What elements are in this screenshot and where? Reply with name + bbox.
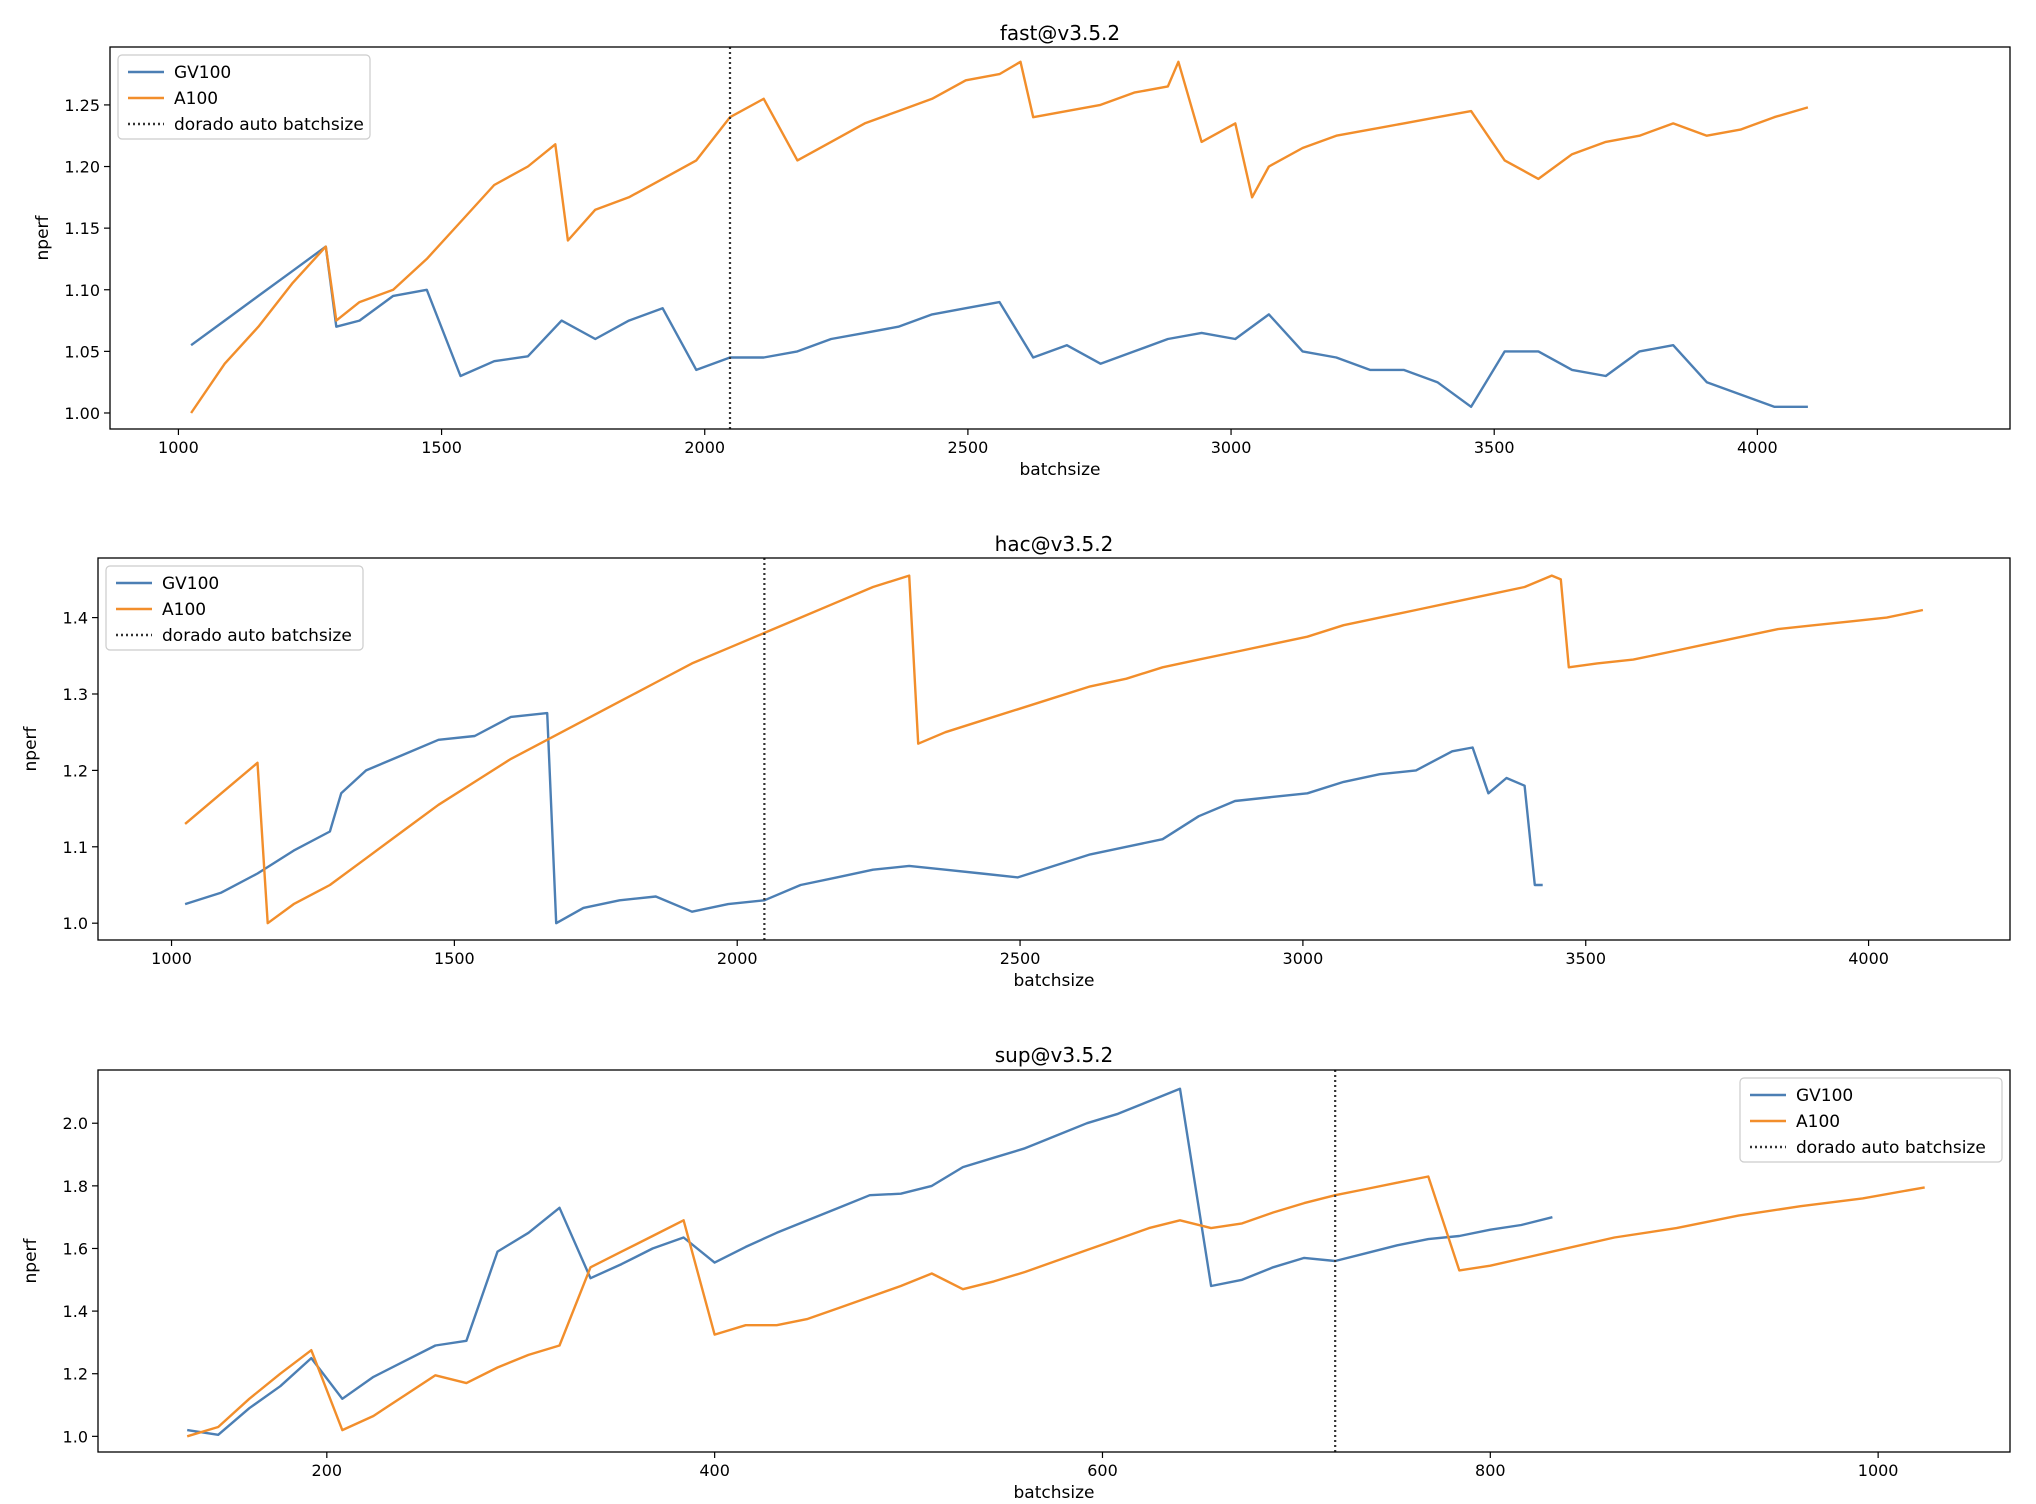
y-tick-label: 1.2 bbox=[63, 761, 88, 780]
legend-label: GV100 bbox=[162, 574, 219, 594]
x-tick-label: 1500 bbox=[421, 438, 462, 457]
x-tick-label: 1000 bbox=[158, 438, 199, 457]
y-axis-label: nperf bbox=[33, 214, 53, 260]
series-line-gv100 bbox=[184, 711, 1543, 925]
legend: GV100 A100 dorado auto batchsize bbox=[1739, 1077, 2003, 1163]
series-line-a100 bbox=[190, 60, 1809, 414]
plot-frame bbox=[97, 557, 2011, 941]
chart-panel-0: fast@v3.5.2 1000 1500 2000 2500 3000 3500 4000 1… bbox=[33, 21, 2011, 480]
legend-box bbox=[1739, 1077, 2003, 1163]
x-tick-label: 3000 bbox=[1283, 949, 1324, 968]
x-axis-label: batchsize bbox=[1020, 460, 1101, 480]
chart-panel-2: sup@v3.5.2 200 400 600 800 1000 1.0 1.2 1.4 1.6 1.… bbox=[21, 1043, 2011, 1503]
x-tick-label: 2500 bbox=[1000, 949, 1041, 968]
y-tick-label: 1.15 bbox=[64, 219, 100, 238]
legend-label: A100 bbox=[162, 600, 206, 620]
x-tick-label: 400 bbox=[699, 1461, 730, 1480]
y-tick-label: 1.3 bbox=[63, 685, 88, 704]
legend-label: dorado auto batchsize bbox=[174, 115, 364, 135]
legend-label: GV100 bbox=[1796, 1086, 1853, 1106]
y-axis-label: nperf bbox=[21, 1237, 41, 1283]
y-tick-label: 1.2 bbox=[63, 1365, 88, 1384]
chart-title: sup@v3.5.2 bbox=[995, 1043, 1114, 1067]
y-tick-label: 1.4 bbox=[63, 1302, 88, 1321]
y-tick-label: 1.6 bbox=[63, 1239, 88, 1258]
y-axis-label: nperf bbox=[21, 725, 41, 771]
x-tick-label: 2000 bbox=[684, 438, 725, 457]
legend-label: A100 bbox=[174, 89, 218, 109]
legend-label: dorado auto batchsize bbox=[162, 626, 352, 646]
legend-box bbox=[105, 565, 364, 651]
y-tick-label: 1.20 bbox=[64, 158, 100, 177]
legend-label: A100 bbox=[1796, 1112, 1840, 1132]
chart-title: fast@v3.5.2 bbox=[1000, 21, 1120, 45]
legend-box bbox=[117, 54, 371, 140]
plot-frame bbox=[109, 46, 2011, 430]
y-tick-label: 1.8 bbox=[63, 1177, 88, 1196]
y-tick-label: 1.05 bbox=[64, 342, 100, 361]
series-line-a100 bbox=[186, 1175, 1925, 1438]
legend-label: GV100 bbox=[174, 63, 231, 83]
legend: GV100 A100 dorado auto batchsize bbox=[105, 565, 364, 651]
x-axis-label: batchsize bbox=[1014, 971, 1095, 991]
x-tick-label: 1500 bbox=[434, 949, 475, 968]
x-tick-label: 2500 bbox=[948, 438, 989, 457]
series-line-gv100 bbox=[187, 1087, 1553, 1437]
y-tick-label: 1.25 bbox=[64, 96, 100, 115]
x-tick-label: 1000 bbox=[151, 949, 192, 968]
x-tick-label: 200 bbox=[312, 1461, 343, 1480]
x-tick-label: 2000 bbox=[717, 949, 758, 968]
x-tick-label: 600 bbox=[1087, 1461, 1118, 1480]
x-tick-label: 1000 bbox=[1858, 1461, 1899, 1480]
x-tick-label: 3500 bbox=[1474, 438, 1515, 457]
x-tick-label: 4000 bbox=[1848, 949, 1889, 968]
x-tick-label: 3500 bbox=[1565, 949, 1606, 968]
y-tick-label: 1.1 bbox=[63, 838, 88, 857]
y-tick-label: 1.0 bbox=[63, 1427, 88, 1446]
plot-frame bbox=[97, 1069, 2011, 1453]
y-tick-label: 1.0 bbox=[63, 914, 88, 933]
y-tick-label: 2.0 bbox=[63, 1114, 88, 1133]
x-tick-label: 4000 bbox=[1737, 438, 1778, 457]
legend: GV100 A100 dorado auto batchsize bbox=[117, 54, 371, 140]
x-tick-label: 3000 bbox=[1211, 438, 1252, 457]
x-tick-label: 800 bbox=[1475, 1461, 1506, 1480]
y-tick-label: 1.10 bbox=[64, 281, 100, 300]
y-tick-label: 1.00 bbox=[64, 404, 100, 423]
legend-label: dorado auto batchsize bbox=[1796, 1138, 1986, 1158]
series-line-gv100 bbox=[190, 245, 1808, 408]
x-axis-label: batchsize bbox=[1014, 1483, 1095, 1500]
chart-panel-1: hac@v3.5.2 1000 1500 2000 2500 3000 3500 4000 1.… bbox=[21, 532, 2011, 991]
series-line-a100 bbox=[184, 574, 1924, 925]
y-tick-label: 1.4 bbox=[63, 609, 88, 628]
chart-title: hac@v3.5.2 bbox=[995, 532, 1114, 556]
